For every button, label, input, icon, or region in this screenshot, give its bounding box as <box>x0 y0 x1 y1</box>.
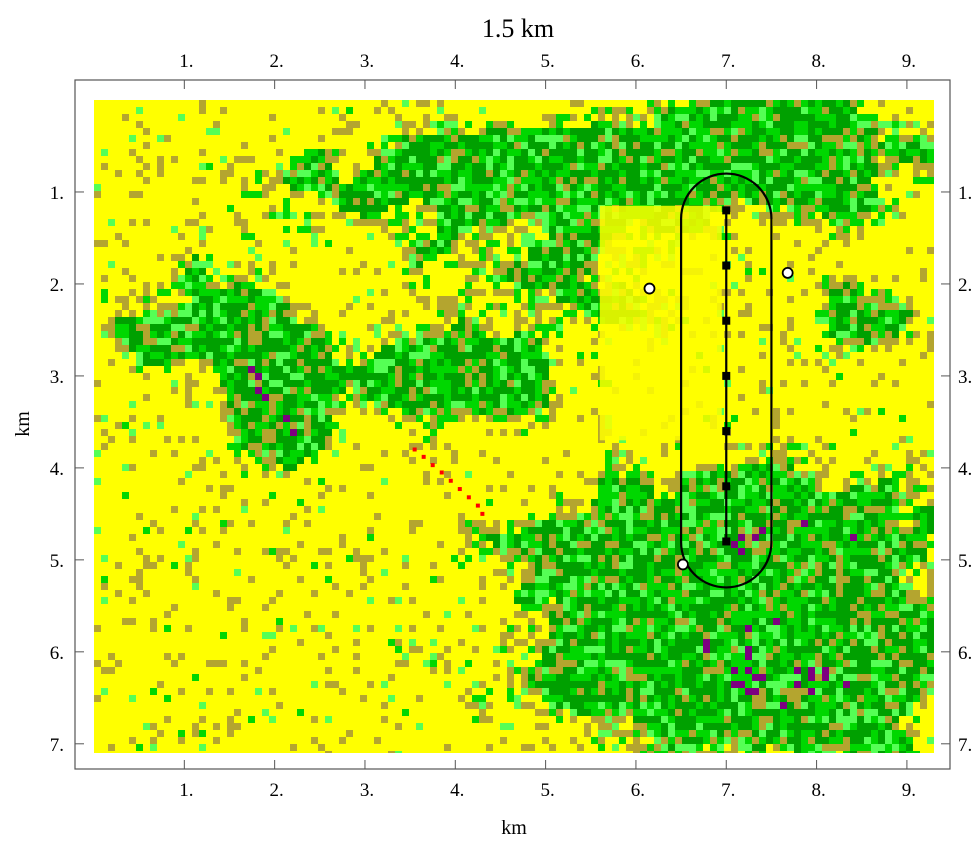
track-point <box>722 482 731 491</box>
x-tick-label-bottom: 3. <box>360 780 374 801</box>
red-dot <box>475 503 480 508</box>
y-tick-label-right: 1. <box>958 183 972 204</box>
x-tick-label-top: 2. <box>270 51 284 72</box>
x-tick-label-top: 9. <box>902 51 916 72</box>
track-point <box>722 261 731 270</box>
red-dot <box>430 463 435 468</box>
x-tick-label-bottom: 8. <box>811 780 825 801</box>
x-axis-label: km <box>501 817 527 839</box>
x-tick-label-bottom: 7. <box>721 780 735 801</box>
x-tick-label-bottom: 1. <box>179 780 193 801</box>
track-point <box>722 206 731 215</box>
red-dot <box>448 478 453 483</box>
y-tick-label-right: 5. <box>958 551 972 572</box>
y-tick-label-right: 7. <box>958 735 972 756</box>
x-tick-label-top: 8. <box>811 51 825 72</box>
red-dot <box>480 511 485 516</box>
y-tick-label-left: 1. <box>50 183 64 204</box>
x-tick-label-top: 5. <box>540 51 554 72</box>
red-dot <box>421 454 426 459</box>
x-tick-label-bottom: 4. <box>450 780 464 801</box>
y-axis-label: km <box>12 411 34 437</box>
x-tick-label-bottom: 2. <box>270 780 284 801</box>
map-overlay <box>412 172 794 589</box>
clearing-area <box>599 205 722 441</box>
y-tick-label-left: 5. <box>50 551 64 572</box>
x-tick-label-top: 4. <box>450 51 464 72</box>
x-tick-label-top: 7. <box>721 51 735 72</box>
track-point <box>722 427 731 436</box>
land-cover-raster <box>94 100 934 753</box>
x-tick-label-top: 3. <box>360 51 374 72</box>
coverage-outline <box>679 172 773 589</box>
track-point <box>722 371 731 380</box>
y-tick-label-left: 2. <box>50 275 64 296</box>
x-tick-label-bottom: 6. <box>631 780 645 801</box>
station-marker <box>677 558 689 571</box>
y-tick-label-left: 6. <box>50 643 64 664</box>
red-dot <box>457 487 462 492</box>
x-tick-label-bottom: 5. <box>540 780 554 801</box>
track-point <box>722 316 731 325</box>
red-dot <box>412 447 417 452</box>
y-tick-label-right: 2. <box>958 275 972 296</box>
y-tick-label-left: 4. <box>50 459 64 480</box>
y-tick-label-left: 7. <box>50 735 64 756</box>
plot-frame <box>74 79 951 770</box>
x-tick-label-top: 1. <box>179 51 193 72</box>
station-marker <box>643 282 656 295</box>
top-title: 1.5 km <box>482 14 554 43</box>
y-tick-label-left: 3. <box>50 367 64 388</box>
map-area <box>94 100 934 753</box>
track-point <box>722 537 731 546</box>
red-dot <box>466 495 471 500</box>
x-tick-label-bottom: 9. <box>902 780 916 801</box>
axis-ticks: 1. 1. 2. 2. 3. 3. 4. 4. 5. 5. 6. 6. 7. 7. 8. 8. 9. 9. 1. 1.… <box>50 51 973 801</box>
y-tick-label-right: 6. <box>958 643 972 664</box>
red-dot <box>439 470 444 475</box>
y-tick-label-right: 4. <box>958 459 972 480</box>
station-marker <box>781 267 794 279</box>
x-tick-label-top: 6. <box>631 51 645 72</box>
y-tick-label-right: 3. <box>958 367 972 388</box>
